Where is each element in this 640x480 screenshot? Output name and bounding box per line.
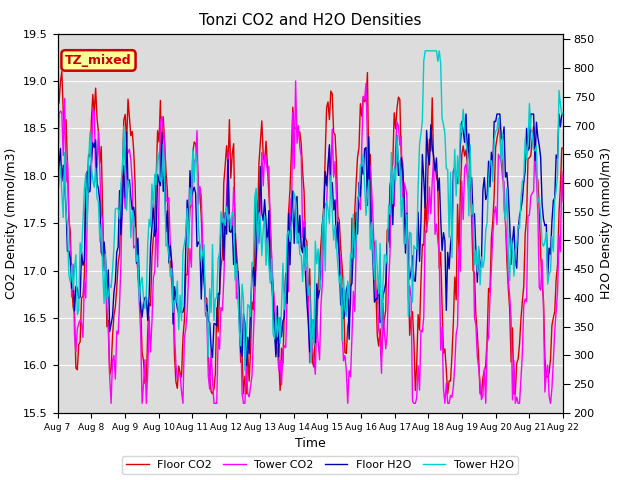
Tower CO2 bbox=[223, 194, 230, 200]
Tower H2O bbox=[54, 199, 61, 204]
Tower H2O bbox=[534, 200, 541, 205]
Line: Floor H2O: Floor H2O bbox=[58, 114, 563, 365]
Floor CO2 bbox=[209, 391, 216, 396]
Tower CO2 bbox=[276, 358, 284, 364]
Line: Tower CO2: Tower CO2 bbox=[58, 81, 563, 403]
Floor H2O bbox=[534, 134, 541, 140]
Floor H2O bbox=[221, 210, 229, 216]
Tower H2O bbox=[559, 110, 567, 116]
Floor CO2 bbox=[534, 177, 541, 183]
Tower CO2 bbox=[117, 260, 125, 265]
Tower H2O bbox=[241, 368, 249, 373]
Tower CO2 bbox=[54, 182, 61, 188]
Tower CO2 bbox=[108, 400, 115, 406]
Tower CO2 bbox=[534, 209, 541, 215]
Floor CO2 bbox=[58, 69, 66, 74]
Floor H2O bbox=[276, 315, 284, 321]
Tower H2O bbox=[421, 48, 429, 54]
Tower CO2 bbox=[292, 78, 300, 84]
Tower CO2 bbox=[231, 210, 239, 216]
Floor CO2 bbox=[117, 205, 125, 211]
Legend: Floor CO2, Tower CO2, Floor H2O, Tower H2O: Floor CO2, Tower CO2, Floor H2O, Tower H… bbox=[122, 456, 518, 474]
Floor H2O bbox=[243, 362, 250, 368]
Y-axis label: CO2 Density (mmol/m3): CO2 Density (mmol/m3) bbox=[4, 147, 17, 299]
Floor CO2 bbox=[206, 371, 214, 377]
Floor H2O bbox=[204, 318, 212, 324]
Tower H2O bbox=[204, 354, 212, 360]
Tower CO2 bbox=[559, 199, 567, 205]
Floor CO2 bbox=[232, 249, 240, 255]
Y-axis label: H2O Density (mmol/m3): H2O Density (mmol/m3) bbox=[600, 147, 613, 299]
Tower H2O bbox=[116, 216, 124, 222]
Floor CO2 bbox=[54, 102, 61, 108]
Tower H2O bbox=[221, 223, 229, 228]
Floor H2O bbox=[116, 188, 124, 193]
X-axis label: Time: Time bbox=[295, 437, 326, 450]
Floor H2O bbox=[54, 209, 61, 215]
Title: Tonzi CO2 and H2O Densities: Tonzi CO2 and H2O Densities bbox=[199, 13, 422, 28]
Text: TZ_mixed: TZ_mixed bbox=[65, 54, 132, 67]
Floor CO2 bbox=[559, 145, 567, 151]
Line: Floor CO2: Floor CO2 bbox=[58, 72, 563, 394]
Floor H2O bbox=[462, 111, 470, 117]
Floor H2O bbox=[230, 262, 237, 267]
Floor CO2 bbox=[224, 164, 232, 169]
Tower H2O bbox=[276, 340, 284, 346]
Tower CO2 bbox=[206, 386, 214, 392]
Line: Tower H2O: Tower H2O bbox=[58, 51, 563, 371]
Floor H2O bbox=[559, 111, 567, 117]
Tower H2O bbox=[230, 214, 237, 219]
Floor CO2 bbox=[278, 345, 285, 351]
